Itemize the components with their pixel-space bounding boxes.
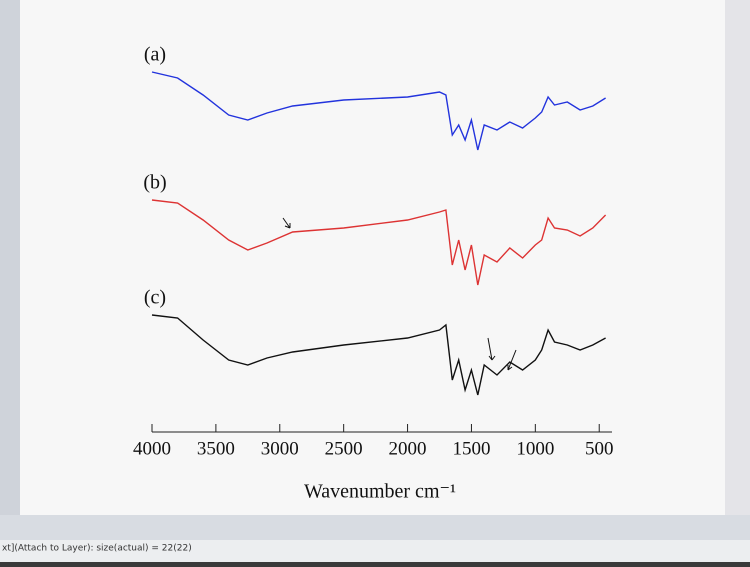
x-tick-label: 2500 <box>325 438 363 459</box>
spectrum-line <box>151 199 607 286</box>
bottom-toolbar <box>0 515 750 540</box>
series-label: (c) <box>144 287 166 309</box>
left-toolbar <box>0 0 20 520</box>
x-tick-label: 1000 <box>516 438 554 459</box>
arrow <box>507 349 517 371</box>
series-label: (a) <box>144 44 166 66</box>
x-axis-label: Wavenumber cm⁻¹ <box>304 481 456 503</box>
x-tick-label: 1500 <box>452 438 490 459</box>
x-tick-label: 500 <box>585 438 614 459</box>
x-tick-label: 4000 <box>133 438 171 459</box>
spectrum-line <box>151 314 606 396</box>
page-sheet <box>20 0 725 515</box>
arrow <box>282 217 291 229</box>
x-tick-label: 2000 <box>389 438 427 459</box>
x-tick-label: 3500 <box>197 438 235 459</box>
status-bar <box>0 540 750 562</box>
spectrum-line <box>151 71 606 151</box>
series-label: (b) <box>143 172 166 194</box>
x-tick-label: 3000 <box>261 438 299 459</box>
status-text: xt](Attach to Layer): size(actual) = 22(… <box>2 544 192 554</box>
arrow <box>487 337 496 361</box>
plot: 4000 3500 3000 2500 2000 1500 1000 500 Wavenumbe… <box>133 44 613 503</box>
